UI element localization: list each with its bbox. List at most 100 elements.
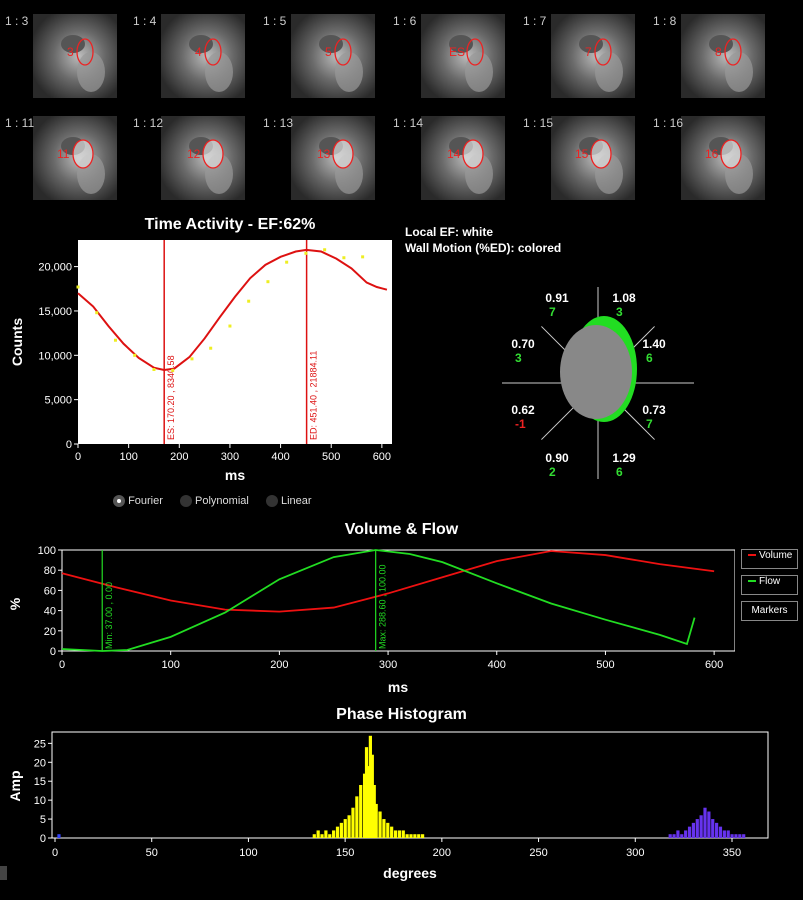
phase-histogram-chart: 0 50 100 150 200 250 300 350 0 5 10 15 20 25 degrees Am… xyxy=(7,731,769,881)
histogram-bar xyxy=(332,830,336,838)
plot-area xyxy=(61,549,735,652)
x-tick-label: 100 xyxy=(119,451,137,463)
histogram-bar xyxy=(378,811,382,838)
data-point xyxy=(247,299,251,303)
frame-thumbnail[interactable]: 1 : 7 7 xyxy=(523,14,635,98)
histogram-bar xyxy=(703,807,707,838)
histogram-bar xyxy=(707,811,711,838)
frame-image xyxy=(421,14,505,98)
fit-curve xyxy=(77,248,388,372)
histogram-bar xyxy=(339,822,343,838)
segment-wall-motion: 2 xyxy=(549,465,556,479)
histogram-bar xyxy=(355,796,359,838)
flow-button-label: Flow xyxy=(759,576,781,587)
histogram-bar xyxy=(393,830,398,838)
histogram-bar xyxy=(370,754,374,838)
x-tick-label: 350 xyxy=(723,847,741,859)
frame-thumbnail[interactable]: 1 : 13 13 xyxy=(263,116,375,200)
histogram-bar xyxy=(730,834,734,838)
frame-label: 1 : 16 xyxy=(653,116,684,130)
frame-image xyxy=(33,116,117,200)
frame-image xyxy=(33,14,117,98)
histogram-bar xyxy=(362,773,367,838)
histogram-bar xyxy=(421,834,425,838)
histogram-bar xyxy=(386,822,390,838)
histogram-bar xyxy=(390,826,394,838)
y-tick-label: 5 xyxy=(40,814,46,826)
histogram-bar xyxy=(324,830,328,838)
frame-label: 1 : 15 xyxy=(523,116,554,130)
segment-ef: 1.40 xyxy=(642,337,666,351)
histogram-bar xyxy=(366,766,371,838)
segment-ef: 0.90 xyxy=(545,451,569,465)
markers-button[interactable]: Markers xyxy=(741,601,798,621)
x-tick-label: 0 xyxy=(52,847,58,859)
data-point xyxy=(304,251,308,255)
histogram-bar xyxy=(328,834,332,838)
histogram-bar xyxy=(734,834,738,838)
frame-thumbnail[interactable]: 1 : 14 14 xyxy=(393,116,505,200)
y-tick-label: 10,000 xyxy=(38,350,72,362)
fourier-label: Fourier xyxy=(128,495,163,507)
roi-number: 16 xyxy=(705,147,719,161)
volume-curve xyxy=(61,550,715,613)
histogram-bar xyxy=(312,834,316,838)
roi-number: 7 xyxy=(585,45,592,59)
histogram-bar xyxy=(668,834,672,838)
bullseye-map: 0.9171.0830.7031.4060.62-10.7370.9021.29… xyxy=(502,287,694,479)
fourier-radio[interactable] xyxy=(113,495,125,508)
data-point xyxy=(113,338,117,342)
segment-wall-motion: 6 xyxy=(616,465,623,479)
frame-label: 1 : 8 xyxy=(653,14,677,28)
roi-number: 8 xyxy=(715,45,722,59)
marker-label: Max: 288.60 , 100.00 xyxy=(378,564,388,649)
frame-thumbnail[interactable]: 1 : 5 5 xyxy=(263,14,375,98)
frame-thumbnail[interactable]: 1 : 6 ES xyxy=(393,14,505,98)
x-tick-label: 400 xyxy=(488,659,506,671)
flow-button[interactable]: Flow xyxy=(741,575,798,595)
frame-thumbnail[interactable]: 1 : 4 4 xyxy=(133,14,245,98)
y-tick-label: 20 xyxy=(44,626,56,638)
marker-label: Min: 37.00 , 0.00 xyxy=(104,582,114,649)
histogram-bar xyxy=(718,826,723,838)
linear-radio[interactable] xyxy=(265,495,278,508)
frame-thumbnail[interactable]: 1 : 3 3 xyxy=(5,14,117,98)
y-tick-label: 80 xyxy=(44,565,56,577)
histogram-bar xyxy=(405,834,409,838)
x-tick-label: 500 xyxy=(322,451,340,463)
polynomial-radio[interactable] xyxy=(179,495,192,508)
segment-wall-motion: 3 xyxy=(515,351,522,365)
frame-thumbnail[interactable]: 1 : 12 12 xyxy=(133,116,245,200)
y-tick-label: 40 xyxy=(44,606,56,618)
frame-thumbnail[interactable]: 1 : 16 16 xyxy=(653,116,765,200)
frame-label: 1 : 7 xyxy=(523,14,547,28)
frame-thumbnail[interactable]: 1 : 8 8 xyxy=(653,14,765,98)
histogram-bar xyxy=(397,830,401,838)
x-tick-label: 100 xyxy=(239,847,257,859)
histogram-bar xyxy=(316,830,320,838)
frame-label: 1 : 6 xyxy=(393,14,417,28)
y-tick-label: 15 xyxy=(34,776,46,788)
frame-image xyxy=(161,14,245,98)
roi-number: 15 xyxy=(575,147,589,161)
frame-thumbnail[interactable]: 1 : 11 11 xyxy=(5,116,117,200)
x-tick-label: 400 xyxy=(271,451,289,463)
x-tick-label: 0 xyxy=(75,451,81,463)
segment-wall-motion: 7 xyxy=(646,417,653,431)
plot-area xyxy=(51,731,769,839)
x-tick-label: 250 xyxy=(529,847,547,859)
histogram-bar xyxy=(372,785,376,838)
frame-image xyxy=(551,14,635,98)
histogram-bar xyxy=(711,819,715,838)
histogram-bar xyxy=(364,747,369,838)
data-point xyxy=(152,367,156,371)
frame-image xyxy=(681,14,765,98)
volume-button[interactable]: Volume xyxy=(741,549,798,569)
y-axis-label: Counts xyxy=(9,318,25,366)
histogram-bar xyxy=(417,834,421,838)
frame-thumbnail[interactable]: 1 : 15 15 xyxy=(523,116,635,200)
bullseye-legend: Local EF: white Wall Motion (%ED): color… xyxy=(405,224,561,256)
corner-handle[interactable] xyxy=(0,866,7,880)
x-tick-label: 150 xyxy=(336,847,354,859)
flow-curve xyxy=(61,549,696,652)
